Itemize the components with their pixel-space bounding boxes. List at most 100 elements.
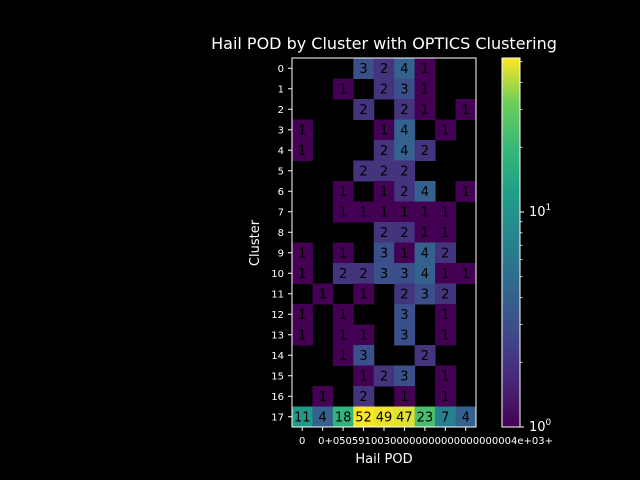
cell-value-label: 4 xyxy=(400,144,408,159)
heatmap-cell xyxy=(435,365,457,387)
heatmap-cell xyxy=(435,222,457,243)
heatmap-cell xyxy=(373,140,395,161)
heatmap-cell xyxy=(394,160,416,182)
heatmap-cell xyxy=(292,140,313,161)
y-tick-label: 16 xyxy=(271,392,284,403)
cell-value-label: 2 xyxy=(400,103,408,118)
heatmap-cell xyxy=(394,222,416,243)
cell-value-label: 3 xyxy=(400,328,408,343)
heatmap-cell xyxy=(373,406,395,428)
cell-value-label: 52 xyxy=(355,410,372,425)
heatmap-cell xyxy=(394,58,416,79)
cell-value-label: 1 xyxy=(298,328,306,343)
cell-value-label: 2 xyxy=(380,369,388,384)
y-tick-label: 14 xyxy=(271,351,284,362)
cell-value-label: 1 xyxy=(339,349,347,364)
heatmap-cell xyxy=(292,324,313,346)
heatmap-cell xyxy=(435,263,457,284)
heatmap-cell xyxy=(353,201,375,223)
heatmap-cell xyxy=(332,201,354,223)
cell-value-label: 1 xyxy=(380,185,388,200)
heatmap-cell xyxy=(353,58,375,79)
cell-value-label: 3 xyxy=(400,82,408,97)
cell-value-label: 3 xyxy=(380,246,388,261)
heatmap-cell xyxy=(394,140,416,161)
cell-value-label: 2 xyxy=(380,164,388,179)
cell-value-label: 4 xyxy=(400,123,408,138)
cell-value-label: 1 xyxy=(462,185,470,200)
cell-value-label: 2 xyxy=(380,62,388,77)
heatmap-cell xyxy=(373,119,395,141)
heatmap-cell xyxy=(394,406,416,428)
heatmap-cell xyxy=(435,119,457,141)
y-axis-label: Cluster xyxy=(248,219,263,266)
cell-value-label: 18 xyxy=(335,410,352,425)
heatmap-cell xyxy=(292,119,313,141)
heatmap-cell xyxy=(414,99,436,120)
heatmap-cell-labels: 3 2 4 11 2 3 12 2 1 11 1 4 11 2 4 22 2 21 1 2 4 11 1 1 1 1 12 2 1 11 1… xyxy=(294,62,470,426)
cell-value-label: 1 xyxy=(319,390,327,405)
heatmap-cell xyxy=(394,263,416,284)
heatmap-cell xyxy=(394,201,416,223)
cell-value-label: 1 xyxy=(298,246,306,261)
cell-value-label: 2 xyxy=(380,82,388,97)
heatmap-cell xyxy=(373,58,395,79)
heatmap-cell xyxy=(353,345,375,366)
heatmap-cell xyxy=(414,222,436,243)
cell-value-label: 2 xyxy=(359,164,367,179)
cell-value-label: 2 xyxy=(380,144,388,159)
heatmap-cell xyxy=(353,386,375,407)
heatmap-cell xyxy=(414,78,436,100)
heatmap-cell xyxy=(353,160,375,182)
cell-value-label: 1 xyxy=(421,82,429,97)
heatmap-cell xyxy=(312,283,334,305)
heatmap-cell xyxy=(414,345,436,366)
heatmap-cell xyxy=(312,386,334,407)
y-tick-label: 17 xyxy=(271,412,284,423)
heatmap-cell xyxy=(394,365,416,387)
cell-value-label: 2 xyxy=(359,267,367,282)
heatmap-cell xyxy=(373,242,395,264)
cell-value-label: 1 xyxy=(441,267,449,282)
cell-value-label: 1 xyxy=(441,226,449,241)
cell-value-label: 1 xyxy=(380,123,388,138)
cell-value-label: 1 xyxy=(298,123,306,138)
heatmap-cell xyxy=(353,263,375,284)
heatmap-cell xyxy=(394,181,416,202)
heatmap-cell xyxy=(414,283,436,305)
cell-value-label: 2 xyxy=(441,246,449,261)
cell-value-label: 4 xyxy=(462,410,470,425)
heatmap-cell xyxy=(332,263,354,284)
heatmap-cell xyxy=(435,201,457,223)
y-tick-label: 2 xyxy=(278,105,284,116)
cell-value-label: 2 xyxy=(400,226,408,241)
heatmap-cell xyxy=(312,406,334,428)
cell-value-label: 1 xyxy=(441,205,449,220)
cell-value-label: 1 xyxy=(339,205,347,220)
cell-value-label: 3 xyxy=(400,267,408,282)
cell-value-label: 1 xyxy=(339,82,347,97)
heatmap-cell xyxy=(394,386,416,407)
heatmap-cell xyxy=(435,283,457,305)
heatmap-cell xyxy=(435,324,457,346)
heatmap-cell xyxy=(435,386,457,407)
x-axis-ticks xyxy=(301,427,467,431)
cell-value-label: 2 xyxy=(441,287,449,302)
cell-value-label: 3 xyxy=(400,369,408,384)
heatmap-cell xyxy=(394,324,416,346)
heatmap-cell xyxy=(455,99,477,120)
cell-value-label: 1 xyxy=(421,205,429,220)
heatmap-cell xyxy=(414,263,436,284)
cell-value-label: 2 xyxy=(400,185,408,200)
cell-value-label: 1 xyxy=(359,328,367,343)
y-tick-label: 5 xyxy=(278,166,284,177)
heatmap-cell xyxy=(373,365,395,387)
y-tick-label: 6 xyxy=(278,187,284,198)
cell-value-label: 1 xyxy=(421,226,429,241)
y-tick-label: 4 xyxy=(278,146,284,157)
cell-value-label: 47 xyxy=(396,410,413,425)
y-tick-label: 11 xyxy=(271,289,284,300)
heatmap-cell xyxy=(414,242,436,264)
heatmap-cell xyxy=(373,160,395,182)
